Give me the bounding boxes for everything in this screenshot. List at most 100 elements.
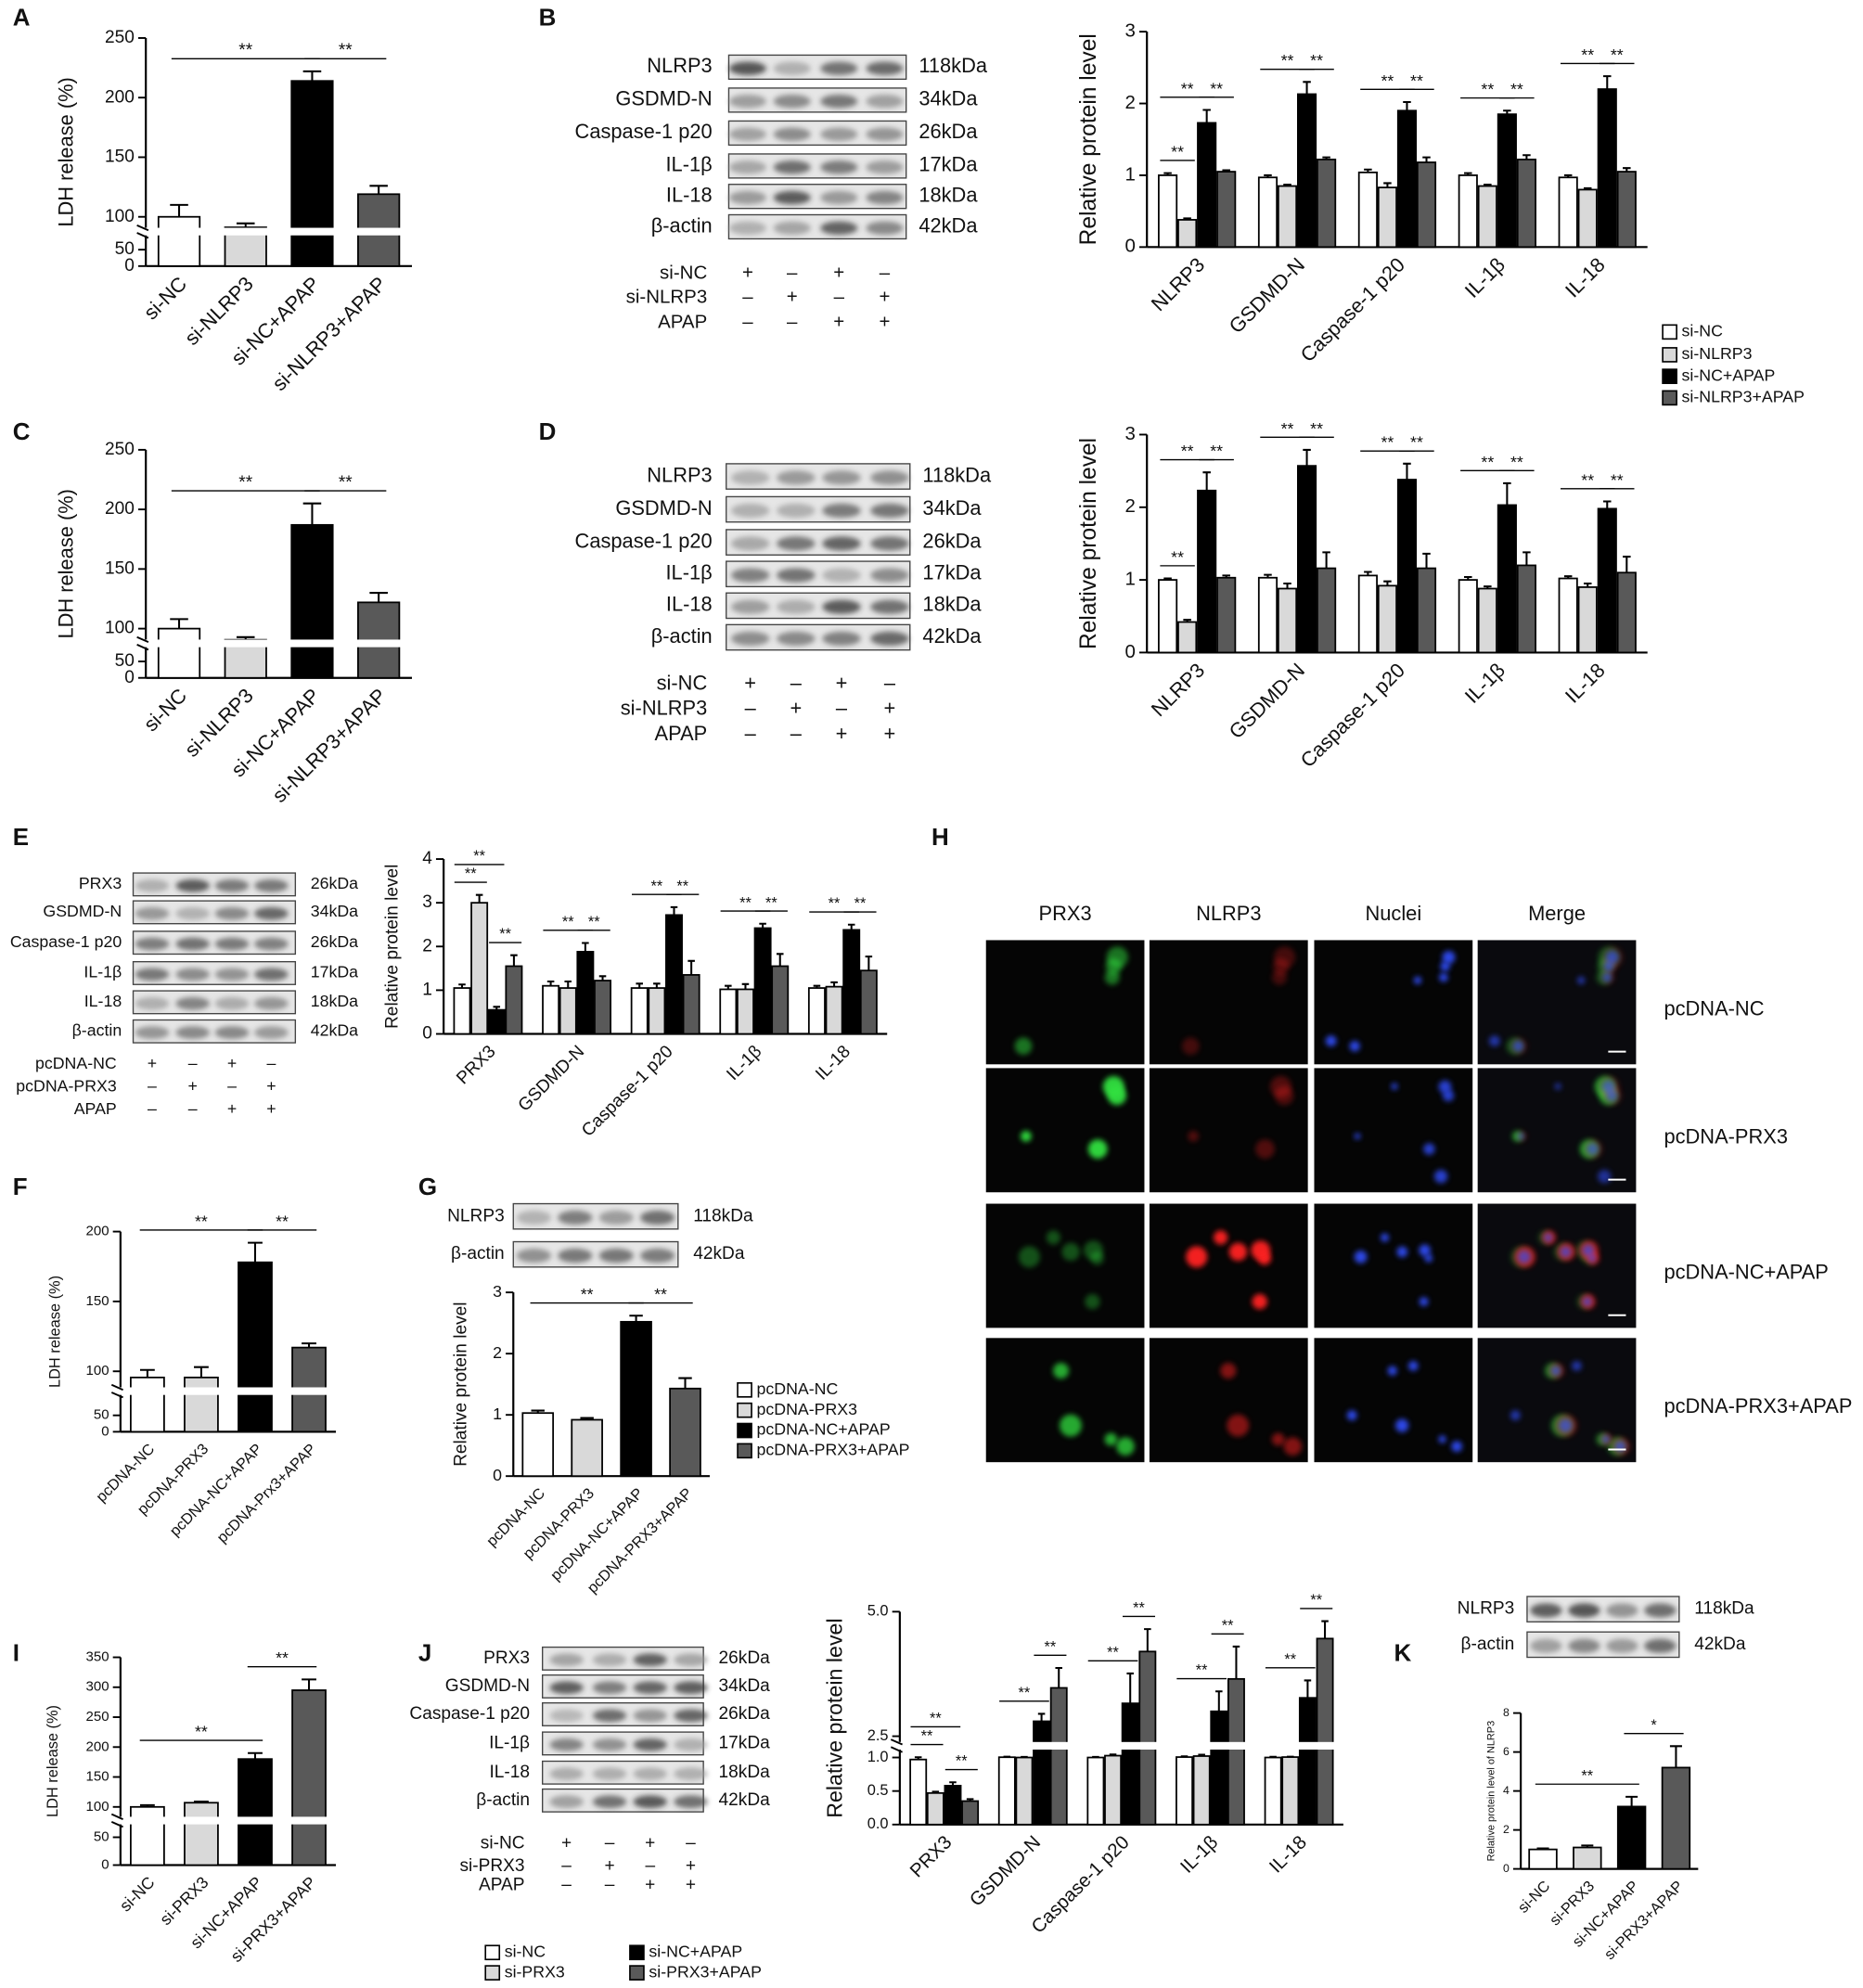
y-tick-label: 50 [94,1828,109,1844]
panel-label: F [13,1174,28,1200]
x-tick-label: si-NLRP3+APAP [267,684,391,807]
cell-signal [1488,1035,1500,1047]
condition-sign: – [148,1099,157,1118]
bar [1477,185,1497,249]
cell-signal [1273,946,1296,968]
legend-label: pcDNA-NC+APAP [757,1420,891,1439]
cell-signal [1439,972,1448,982]
y-tick-label: 200 [86,1738,109,1754]
cell-signal [1550,1366,1561,1376]
cell-signal [1419,1244,1431,1257]
cell-signal [1603,961,1614,972]
error-bar [1092,1755,1099,1758]
cell-signal [1510,1410,1521,1421]
y-tick-label: 250 [86,1709,109,1725]
cell-signal [1060,1414,1082,1437]
bar [1497,504,1517,654]
bar [1616,1805,1647,1870]
significance-label: ** [499,926,511,943]
significance-label: ** [739,894,752,911]
y-axis-label: Relative protein level [1076,33,1101,245]
condition-sign: – [884,671,896,694]
size-label: 42kDa [919,213,978,237]
cell-signal [1598,1169,1612,1184]
condition-label: APAP [479,1875,525,1894]
error-bar [949,1781,957,1786]
bar [130,1376,165,1433]
error-bar [1264,173,1272,178]
x-tick-label: IL-18 [1561,253,1610,302]
error-bar [1623,167,1631,173]
size-label: 42kDa [1694,1635,1746,1654]
error-bar [1364,168,1372,173]
condition-sign: + [836,722,848,745]
error-bar [1269,1755,1277,1758]
cell-signal [1554,1083,1561,1090]
blot-band [639,1210,675,1225]
bar [1296,465,1317,654]
significance-label: ** [1310,419,1323,438]
blot-band [214,968,250,981]
error-bar [1625,1795,1638,1807]
x-tick-label: GSDMD-N [966,1831,1045,1910]
blot-band [870,599,909,614]
cell-signal [1252,1293,1267,1310]
bar [1264,1756,1282,1826]
condition-sign: – [742,286,753,307]
error-bar [1222,169,1230,173]
blot-band [135,1026,170,1040]
error-bar [1322,156,1330,160]
error-bar [1283,183,1291,186]
y-axis-label: LDH release (%) [47,1276,64,1388]
bar [1357,574,1378,654]
size-label: 34kDa [311,902,358,920]
bar [1573,1846,1602,1870]
blot-band [592,1709,627,1723]
condition-label: si-NC [657,671,708,694]
error-bar [1144,1628,1151,1652]
legend-label: pcDNA-NC [757,1379,839,1398]
blot-band [214,879,250,892]
blot-band [870,503,909,519]
bar [1138,1650,1157,1826]
bar [238,1758,273,1866]
condition-sign: – [645,1856,655,1876]
significance-label: ** [1171,547,1184,566]
significance-label: ** [1510,80,1523,98]
error-bar [1403,462,1411,481]
protein-label: IL-1β [665,153,712,176]
protein-label: β-actin [651,213,713,237]
cell-signal [1227,1414,1250,1437]
blot-band [870,631,909,647]
blot-band [254,996,289,1010]
error-bar [1669,1745,1682,1768]
blot-band [820,61,858,76]
error-bar [1484,183,1492,186]
bar [1216,171,1237,249]
bar [665,914,683,1035]
x-tick-label: NLRP3 [1147,253,1209,315]
bar [648,987,666,1035]
bar [1158,579,1178,654]
bar [1661,1766,1691,1870]
micrograph [1149,1203,1308,1328]
significance-label: ** [829,895,841,912]
panel-label: B [539,5,557,31]
cell-signal [1396,1246,1408,1258]
blot-band [728,61,767,76]
y-tick-label: 0 [422,1024,432,1044]
y-tick-label: 1 [422,980,432,999]
cell-signal [1413,976,1422,984]
error-bar [369,185,388,195]
bar [487,1008,506,1035]
y-tick-label: 0 [1125,236,1136,257]
x-tick-label: IL-1β [723,1042,765,1084]
error-bar [1523,154,1531,160]
blot-band [175,968,211,981]
bar [521,1412,555,1478]
significance-label: ** [765,894,777,911]
micrograph [1477,1203,1637,1328]
cell-signal [1251,1240,1271,1261]
significance-label: ** [1581,45,1594,64]
condition-sign: + [604,1856,614,1876]
